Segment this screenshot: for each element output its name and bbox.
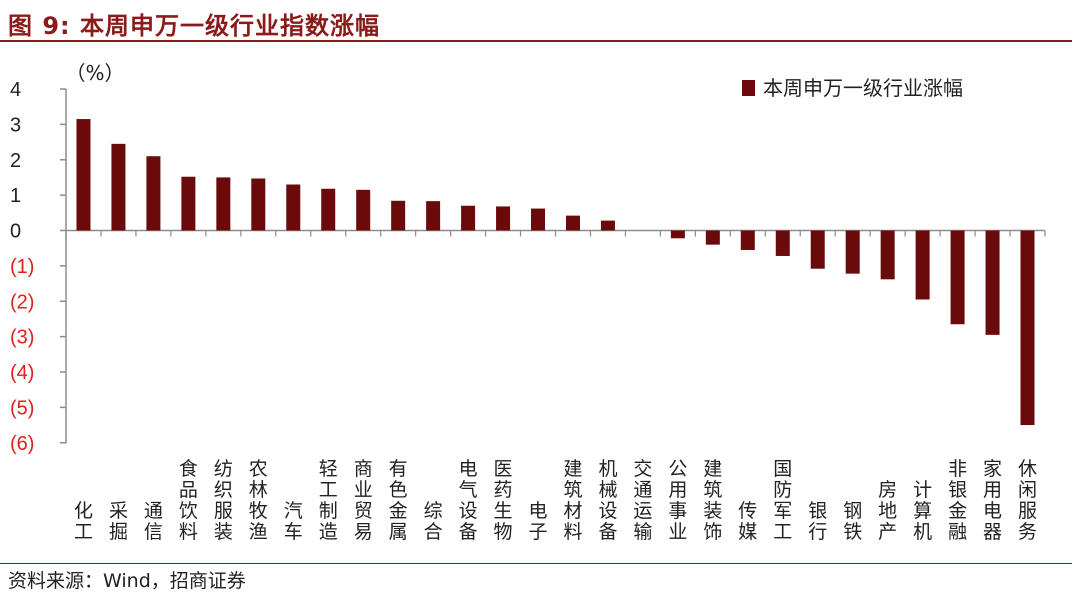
- bar: [950, 230, 965, 325]
- bar: [915, 230, 930, 300]
- bars: [76, 119, 1035, 426]
- category-label: 传媒: [738, 500, 757, 543]
- bar: [111, 143, 126, 231]
- bar: [705, 230, 720, 245]
- bar: [880, 230, 895, 280]
- category-label: 汽车: [284, 500, 303, 543]
- source-note: 资料来源：Wind，招商证券: [8, 570, 246, 592]
- category-label: 建筑装饰: [703, 458, 722, 543]
- y-tick-label: (2): [10, 291, 34, 313]
- y-tick-label: 1: [10, 185, 21, 207]
- y-tick-label: 0: [10, 221, 21, 243]
- bar: [76, 119, 91, 231]
- bar: [531, 208, 546, 231]
- bar: [391, 200, 406, 231]
- category-label: 计算机: [913, 479, 932, 543]
- y-tick-label: (1): [10, 256, 34, 278]
- category-label: 机械设备: [598, 458, 617, 543]
- bar: [426, 201, 441, 231]
- legend-label: 本周申万一级行业涨幅: [763, 76, 963, 100]
- y-tick-label: (4): [10, 362, 34, 384]
- category-label: 纺织服装: [214, 458, 233, 543]
- y-tick-label: (6): [10, 433, 34, 455]
- y-tick-label: 2: [10, 150, 21, 172]
- bar: [670, 230, 685, 239]
- y-tick-label: 4: [10, 79, 21, 101]
- bar: [565, 215, 580, 231]
- figure-title: 图 9: 本周申万一级行业指数涨幅: [8, 12, 381, 40]
- category-label: 通信: [144, 500, 163, 543]
- category-label: 电子: [529, 500, 548, 543]
- category-label: 轻工制造: [319, 458, 338, 543]
- y-tick-label: (3): [10, 327, 34, 349]
- y-tick-label: 3: [10, 114, 21, 136]
- category-label: 采掘: [109, 500, 128, 543]
- category-label: 电气设备: [459, 458, 478, 543]
- category-label: 建筑材料: [563, 458, 582, 543]
- category-label: 非银金融: [948, 458, 967, 543]
- bar: [775, 230, 790, 256]
- bar: [461, 205, 476, 231]
- bar: [600, 220, 615, 231]
- bar: [356, 189, 371, 231]
- legend-swatch: [742, 80, 755, 96]
- bar: [181, 176, 196, 231]
- bar: [496, 206, 511, 231]
- bar: [251, 178, 266, 231]
- category-label: 国防军工: [773, 458, 792, 543]
- bar: [1020, 230, 1035, 426]
- category-label: 食品饮料: [179, 458, 198, 543]
- legend: 本周申万一级行业涨幅: [742, 76, 963, 100]
- category-label: 家用电器: [983, 458, 1002, 543]
- category-label: 房地产: [878, 479, 897, 543]
- unit-label: （%）: [65, 61, 124, 85]
- title-rule: [0, 40, 1072, 42]
- category-labels: 化工采掘通信食品饮料纺织服装农林牧渔汽车轻工制造商业贸易有色金属综合电气设备医药…: [74, 458, 1037, 543]
- bar: [985, 230, 1000, 335]
- bar: [321, 188, 336, 231]
- category-label: 公用事业: [668, 458, 687, 543]
- source-rule: [0, 563, 1072, 564]
- category-label: 医药生物: [494, 458, 513, 543]
- bar: [810, 230, 825, 269]
- category-label: 化工: [74, 500, 93, 543]
- bar: [216, 177, 231, 231]
- category-label: 银行: [808, 500, 827, 543]
- category-label: 休闲服务: [1018, 458, 1037, 543]
- category-label: 农林牧渔: [249, 458, 268, 543]
- category-label: 交通运输: [633, 458, 652, 543]
- bar: [845, 230, 860, 274]
- category-label: 钢铁: [843, 500, 862, 543]
- bar: [740, 230, 755, 250]
- category-label: 综合: [424, 500, 443, 543]
- bar: [146, 156, 161, 231]
- bar: [286, 184, 301, 231]
- category-label: 商业贸易: [354, 458, 373, 543]
- y-tick-label: (5): [10, 397, 34, 419]
- category-label: 有色金属: [389, 458, 408, 543]
